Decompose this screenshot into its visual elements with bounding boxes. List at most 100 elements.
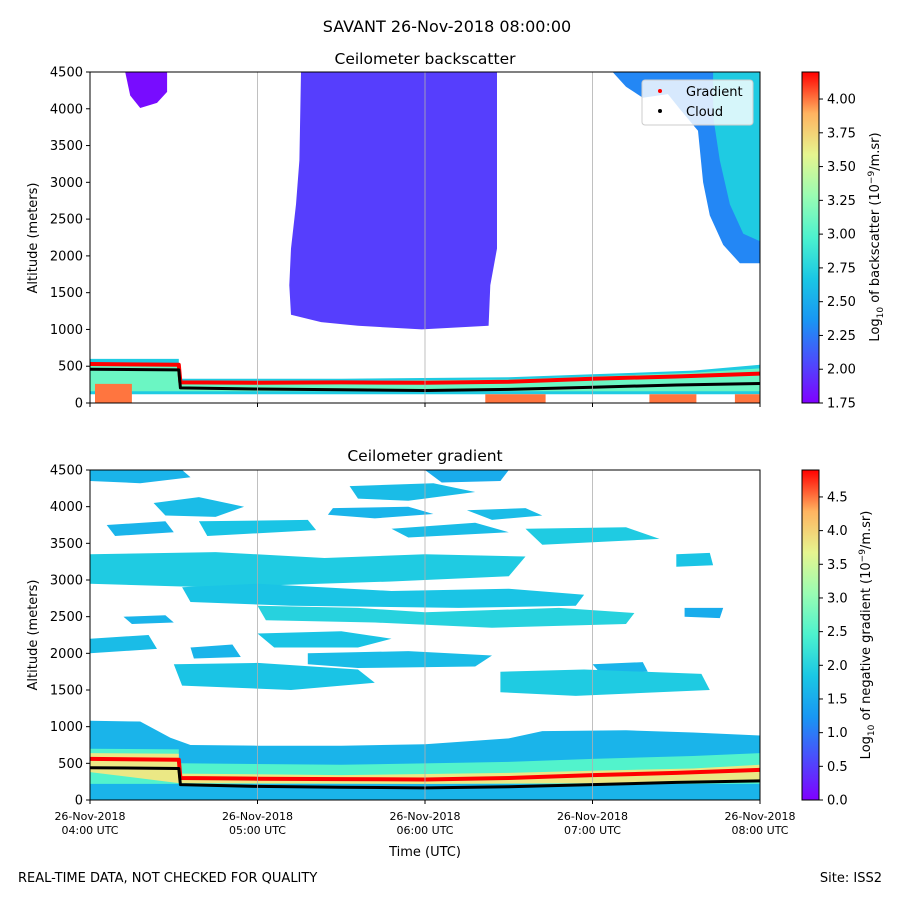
colorbar-tick-label: 3.75 <box>827 126 856 141</box>
x-tick-time-label: 08:00 UTC <box>731 824 788 837</box>
backscatter-y-ticks: 0 500 1000 1500 2000 2500 3000 3500 4000 4500 <box>50 66 90 412</box>
region-near-surface-left <box>95 383 132 403</box>
legend-cloud-marker <box>658 109 662 113</box>
y-tick-label: 4500 <box>50 66 83 81</box>
x-tick-date-label: 26-Nov-2018 <box>54 810 125 823</box>
gradient-x-axis-label: Time (UTC) <box>388 845 461 860</box>
y-tick-label: 0 <box>75 397 83 412</box>
region-patch-3300-right <box>676 552 714 567</box>
region-near-surface-1 <box>485 394 546 403</box>
y-tick-label: 0 <box>75 794 83 809</box>
legend-box <box>641 79 754 126</box>
backscatter-gridlines <box>257 72 593 403</box>
region-near-surface-3 <box>734 394 760 403</box>
y-tick-label: 1000 <box>50 720 83 735</box>
y-tick-label: 3000 <box>50 176 83 191</box>
gradient-colorbar-ticks: 0.0 0.5 1.0 1.5 2.0 2.5 3.0 3.5 4.0 4.5 <box>819 490 848 809</box>
region-patch-3700-b <box>391 522 509 538</box>
colorbar-tick-label: 2.25 <box>827 329 856 344</box>
region-patch-4000-mid <box>327 506 434 519</box>
backscatter-colorbar-label: Log10 of backscatter (10−9/m.sr) <box>867 132 886 341</box>
region-patch-top-left <box>90 470 191 484</box>
backscatter-legend: Gradient Cloud <box>641 79 754 126</box>
region-upper-cloud-left <box>125 72 168 108</box>
colorbar-tick-label: 4.5 <box>827 490 848 505</box>
colorbar-tick-label: 3.25 <box>827 194 856 209</box>
y-tick-label: 2000 <box>50 647 83 662</box>
site-label: Site: ISS2 <box>820 871 882 886</box>
region-patch-2500-left <box>123 615 174 624</box>
region-near-surface-2 <box>649 394 697 403</box>
region-patch-2500 <box>257 605 635 628</box>
region-patch-1600 <box>173 662 375 690</box>
gradient-gridlines <box>257 470 593 800</box>
gradient-y-axis-label: Altitude (meters) <box>26 580 41 691</box>
gradient-colorbar-label: Log10 of negative gradient (10−9/m.sr) <box>858 511 877 760</box>
region-upper-cloud-main <box>289 72 497 330</box>
backscatter-title: Ceilometer backscatter <box>335 50 517 68</box>
backscatter-x-ticks <box>89 403 761 407</box>
quality-disclaimer: REAL-TIME DATA, NOT CHECKED FOR QUALITY <box>18 871 317 886</box>
region-patch-3200 <box>90 552 526 588</box>
region-patch-1900 <box>307 651 492 668</box>
backscatter-colorbar-ticks: 1.75 2.00 2.25 2.50 2.75 3.00 3.25 3.50 3.75 4.00 <box>819 93 856 412</box>
region-patch-4000-left <box>153 497 245 517</box>
colorbar-tick-label: 0.0 <box>827 794 848 809</box>
x-tick-date-label: 26-Nov-2018 <box>222 810 293 823</box>
region-patch-3700-left <box>106 521 174 536</box>
gradient-colorbar-bar <box>801 469 820 801</box>
gradient-title: Ceilometer gradient <box>347 447 502 465</box>
y-tick-label: 3000 <box>50 574 83 589</box>
colorbar-tick-label: 2.0 <box>827 659 848 674</box>
y-tick-label: 4000 <box>50 102 83 117</box>
colorbar-tick-label: 1.0 <box>827 726 848 741</box>
colorbar-tick-label: 2.50 <box>827 295 856 310</box>
y-tick-label: 4500 <box>50 464 83 479</box>
region-patch-2100 <box>257 631 392 648</box>
colorbar-tick-label: 3.0 <box>827 591 848 606</box>
colorbar-tick-label: 2.5 <box>827 625 848 640</box>
y-tick-label: 2000 <box>50 249 83 264</box>
region-patch-2500-right <box>684 607 724 619</box>
y-tick-label: 2500 <box>50 610 83 625</box>
backscatter-panel: Ceilometer backscatter 0 500 1000 1500 2000 2… <box>26 50 886 412</box>
colorbar-tick-label: 4.00 <box>827 93 856 108</box>
y-tick-label: 3500 <box>50 537 83 552</box>
x-tick-date-label: 26-Nov-2018 <box>724 810 795 823</box>
region-patch-top-right <box>425 470 509 483</box>
cloud-series-line <box>90 367 760 392</box>
legend-cloud-label: Cloud <box>686 105 723 120</box>
colorbar-tick-label: 3.00 <box>827 228 856 243</box>
colorbar-tick-label: 3.5 <box>827 558 848 573</box>
colorbar-tick-label: 3.50 <box>827 160 856 175</box>
backscatter-y-axis-label: Altitude (meters) <box>26 183 41 294</box>
gradient-panel: Ceilometer gradient 0 500 1000 1500 2000 2500… <box>26 447 877 860</box>
x-tick-date-label: 26-Nov-2018 <box>557 810 628 823</box>
backscatter-colorbar: 1.75 2.00 2.25 2.50 2.75 3.00 3.25 3.50 3.75 4.00… <box>801 71 886 412</box>
cloud-series-line <box>90 766 760 790</box>
region-patch-1500 <box>500 669 710 696</box>
x-tick-date-label: 26-Nov-2018 <box>389 810 460 823</box>
y-tick-label: 1000 <box>50 323 83 338</box>
colorbar-tick-label: 1.75 <box>827 397 856 412</box>
colorbar-tick-label: 2.75 <box>827 261 856 276</box>
legend-gradient-marker <box>658 89 662 93</box>
y-tick-label: 500 <box>58 360 83 375</box>
colorbar-tick-label: 2.00 <box>827 363 856 378</box>
gradient-y-ticks: 0 500 1000 1500 2000 2500 3000 3500 4000 4500 <box>50 464 90 809</box>
y-tick-label: 4000 <box>50 500 83 515</box>
region-patch-4000-right <box>466 508 543 520</box>
y-tick-label: 500 <box>58 757 83 772</box>
y-tick-label: 2500 <box>50 213 83 228</box>
y-tick-label: 1500 <box>50 286 83 301</box>
region-patch-2800 <box>182 583 585 608</box>
colorbar-tick-label: 0.5 <box>827 760 848 775</box>
y-tick-label: 1500 <box>50 684 83 699</box>
backscatter-colorbar-bar <box>801 71 820 404</box>
x-tick-time-label: 07:00 UTC <box>564 824 621 837</box>
x-tick-time-label: 04:00 UTC <box>61 824 118 837</box>
y-tick-label: 3500 <box>50 139 83 154</box>
region-patch-4200 <box>349 483 476 501</box>
